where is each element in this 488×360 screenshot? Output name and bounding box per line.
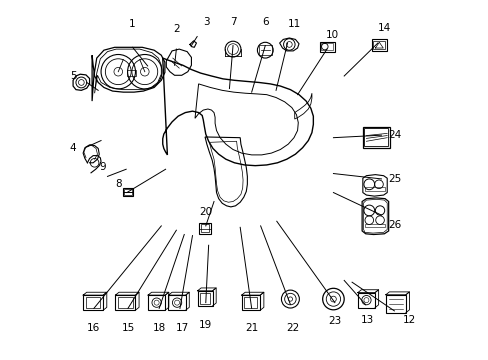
Bar bbox=[357, 293, 374, 308]
Bar bbox=[83, 295, 103, 310]
Text: 20: 20 bbox=[199, 207, 212, 217]
Text: 14: 14 bbox=[377, 23, 390, 33]
Text: 5: 5 bbox=[70, 71, 76, 81]
Bar bbox=[115, 295, 135, 310]
Bar bbox=[118, 297, 132, 308]
Bar bbox=[197, 291, 212, 306]
Text: 8: 8 bbox=[115, 179, 122, 189]
Text: 17: 17 bbox=[176, 323, 189, 333]
Text: 25: 25 bbox=[387, 174, 400, 184]
Bar bbox=[371, 40, 386, 51]
Text: 19: 19 bbox=[199, 320, 212, 330]
Text: 3: 3 bbox=[203, 17, 210, 27]
Bar bbox=[319, 41, 334, 51]
Text: 15: 15 bbox=[121, 323, 134, 333]
Bar bbox=[362, 127, 389, 148]
Text: 13: 13 bbox=[360, 315, 373, 325]
Bar bbox=[364, 129, 387, 146]
Text: 12: 12 bbox=[402, 315, 415, 325]
Text: 9: 9 bbox=[100, 162, 106, 172]
Bar bbox=[123, 189, 131, 195]
Text: 16: 16 bbox=[87, 323, 101, 333]
Text: 22: 22 bbox=[285, 323, 299, 333]
Text: 11: 11 bbox=[287, 19, 300, 29]
Text: 1: 1 bbox=[129, 19, 136, 29]
Text: 6: 6 bbox=[262, 17, 268, 27]
Bar bbox=[148, 295, 165, 310]
Text: 18: 18 bbox=[152, 323, 165, 333]
Bar bbox=[385, 295, 405, 313]
Text: 7: 7 bbox=[229, 17, 236, 27]
Bar bbox=[364, 224, 384, 226]
Text: 21: 21 bbox=[244, 323, 258, 333]
Bar bbox=[258, 45, 271, 55]
Bar bbox=[372, 41, 385, 49]
Bar bbox=[168, 295, 185, 310]
Bar bbox=[241, 295, 260, 310]
Text: 2: 2 bbox=[173, 24, 179, 35]
Bar bbox=[321, 43, 333, 50]
Text: 26: 26 bbox=[387, 220, 400, 230]
Text: 4: 4 bbox=[69, 143, 76, 153]
Bar bbox=[126, 69, 136, 76]
Bar bbox=[122, 188, 132, 196]
Text: 23: 23 bbox=[327, 316, 341, 325]
Bar bbox=[199, 223, 210, 234]
Bar bbox=[201, 225, 209, 232]
Bar bbox=[244, 297, 257, 308]
Text: 24: 24 bbox=[387, 130, 400, 140]
Bar bbox=[86, 297, 100, 308]
Bar bbox=[200, 293, 209, 304]
Bar bbox=[364, 187, 384, 192]
Text: 10: 10 bbox=[325, 30, 338, 40]
